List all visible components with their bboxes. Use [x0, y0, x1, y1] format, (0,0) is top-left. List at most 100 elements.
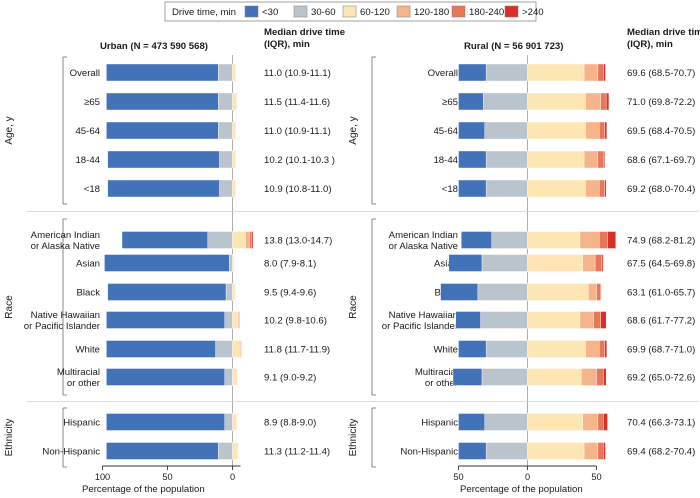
urban-row-asian-bar-30-60 — [229, 254, 233, 272]
rural-row-hispanic-bar-60-120 — [527, 413, 583, 431]
urban-x-tick-label-2: 0 — [230, 472, 235, 482]
rural-row-hispanic-label: Hispanic — [421, 418, 458, 429]
rural-row-black-bar-60-120 — [527, 283, 589, 301]
urban-row-multiracial-or-other-bar-30-60 — [224, 368, 233, 386]
rural-row-18-bar-120-180 — [585, 179, 600, 198]
urban-row-black-bar-30 — [107, 283, 227, 301]
rural-row-non-hispanic-median: 69.4 (68.2-70.4) — [627, 447, 695, 458]
rural-row-45-64-bar-240 — [604, 121, 608, 140]
rural-row-hispanic-bar-180-240 — [597, 413, 604, 431]
rural-row-non-hispanic-bar-30-60 — [485, 442, 528, 460]
urban-row-non-hispanic-label: Non-Hispanic — [42, 447, 100, 458]
rural-group-label-ethnicity: Ethnicity — [348, 419, 359, 457]
rural-row-multiracial-or-other-bar-120-180 — [581, 368, 597, 386]
rural-row-multiracial-or-other-bar-30-60 — [481, 368, 528, 386]
urban-row-overall-median: 11.0 (10.9-11.1) — [264, 68, 331, 79]
rural-row-white-label: White — [433, 345, 458, 356]
rural-group-label-age-y: Age, y — [348, 116, 359, 144]
rural-row-18-44-label: 18-44 — [433, 155, 458, 166]
urban-row-hispanic-label: Hispanic — [63, 418, 100, 429]
urban-group-label-ethnicity: Ethnicity — [4, 419, 15, 457]
legend-title: Drive time, min — [172, 7, 236, 18]
rural-panel: Rural (N = 56 901 723) Median drive time(… — [335, 27, 700, 495]
rural-row-black-bar-30 — [440, 283, 479, 301]
rural-row-multiracial-or-other-bar-30 — [452, 368, 483, 386]
rural-row-american-indian-or-alaska-native-bar-120-180 — [579, 231, 600, 249]
rural-row-asian-bar-30 — [448, 254, 483, 272]
rural-row-non-hispanic-bar-60-120 — [527, 442, 585, 460]
rural-row-overall-bar-30-60 — [485, 63, 528, 82]
rural-row-black-median: 63.1 (61.0-65.7) — [627, 288, 695, 299]
rural-row-asian-bar-180-240 — [594, 254, 603, 272]
rural-row-native-hawaiian-or-pacific-islander-bar-120-180 — [579, 311, 594, 329]
rural-row-overall-bar-180-240 — [597, 63, 604, 82]
legend: Drive time, min <30 30-60 60-120 120-180 180-… — [164, 1, 544, 22]
rural-row-18-44-bar-120-180 — [583, 150, 599, 169]
rural-row-18-44-bar-30-60 — [485, 150, 528, 169]
rural-row-american-indian-or-alaska-native-label: American Indian or Alaska Native — [389, 230, 458, 252]
rural-row-multiracial-or-other-bar-60-120 — [527, 368, 582, 386]
rural-row-18-44-bar-180-240 — [597, 150, 604, 169]
urban-row-18-44-label: 18-44 — [75, 155, 100, 166]
rural-row-18-bar-180-240 — [599, 179, 605, 198]
rural-row-american-indian-or-alaska-native-bar-30 — [461, 231, 492, 249]
rural-row-native-hawaiian-or-pacific-islander-label: Native Hawaiian or Pacific Islander — [382, 310, 459, 332]
urban-row-native-hawaiian-or-pacific-islander-bar-180-240 — [238, 311, 240, 329]
legend-label-180-240: 180-240 — [469, 7, 504, 18]
urban-row-18-bar-30 — [107, 179, 220, 198]
rural-row-45-64-label: 45-64 — [433, 126, 458, 137]
urban-row-native-hawaiian-or-pacific-islander-bar-30-60 — [224, 311, 233, 329]
rural-row-asian-bar-120-180 — [582, 254, 596, 272]
urban-panel: Urban (N = 473 590 568) Median drive time… — [4, 27, 345, 495]
rural-row-18-bar-60-120 — [527, 179, 586, 198]
urban-row-hispanic-bar-30 — [106, 413, 225, 431]
urban-row-65-bar-30 — [106, 92, 219, 111]
rural-row-native-hawaiian-or-pacific-islander-bar-60-120 — [527, 311, 581, 329]
urban-row-18-median: 10.9 (10.8-11.0) — [264, 184, 332, 195]
rural-row-overall-bar-30 — [458, 63, 487, 82]
urban-row-white-bar-30 — [106, 340, 216, 358]
rural-row-65-bar-240 — [605, 92, 610, 111]
legend-label-240: >240 — [522, 7, 544, 18]
rural-row-overall-median: 69.6 (68.5-70.7) — [627, 68, 695, 79]
rural-row-18-median: 69.2 (68.0-70.4) — [627, 184, 695, 195]
rural-row-multiracial-or-other-label: Multiracial or other — [415, 367, 459, 389]
rural-row-native-hawaiian-or-pacific-islander-bar-30 — [455, 311, 481, 329]
urban-row-white-median: 11.8 (11.7-11.9) — [264, 345, 330, 356]
rural-row-white-bar-120-180 — [585, 340, 600, 358]
legend-swatch-120-180 — [396, 5, 411, 18]
urban-row-65-bar-60-120 — [232, 92, 237, 111]
rural-x-tick-label-2: 50 — [591, 472, 601, 482]
urban-row-native-hawaiian-or-pacific-islander-bar-60-120 — [232, 311, 238, 329]
rural-row-45-64-bar-30-60 — [484, 121, 528, 140]
urban-row-asian-bar-30 — [104, 254, 230, 272]
legend-label-60-120: 60-120 — [360, 7, 390, 18]
legend-swatch-240 — [504, 5, 519, 18]
urban-row-multiracial-or-other-median: 9.1 (9.0-9.2) — [264, 373, 316, 384]
urban-x-tick-label-1: 50 — [162, 472, 172, 482]
urban-row-45-64-bar-30 — [106, 121, 219, 140]
urban-row-black-bar-60-120 — [232, 283, 236, 301]
rural-row-native-hawaiian-or-pacific-islander-bar-180-240 — [593, 311, 601, 329]
urban-median-header: Median drive time — [264, 27, 345, 38]
rural-row-black-bar-240 — [600, 283, 602, 301]
rural-row-65-label: ≥65 — [442, 97, 458, 108]
urban-row-white-bar-30-60 — [215, 340, 233, 358]
urban-row-overall-label: Overall — [70, 68, 100, 79]
rural-row-native-hawaiian-or-pacific-islander-bar-240 — [600, 311, 607, 329]
rural-row-white-bar-30 — [458, 340, 487, 358]
urban-row-non-hispanic-bar-30 — [106, 442, 219, 460]
urban-row-american-indian-or-alaska-native-bar-30 — [121, 231, 209, 249]
rural-row-white-median: 69.9 (68.7-71.0) — [627, 345, 695, 356]
rural-row-american-indian-or-alaska-native-bar-60-120 — [527, 231, 581, 249]
urban-group-label-race: Race — [4, 295, 15, 319]
rural-row-overall-bar-120-180 — [583, 63, 599, 82]
rural-row-18-bar-30-60 — [485, 179, 528, 198]
rural-row-american-indian-or-alaska-native-bar-240 — [607, 231, 617, 249]
urban-row-hispanic-bar-60-120 — [232, 413, 237, 431]
urban-row-asian-median: 8.0 (7.9-8.1) — [264, 259, 316, 270]
urban-row-hispanic-median: 8.9 (8.8-9.0) — [264, 418, 316, 429]
rural-row-american-indian-or-alaska-native-bar-30-60 — [491, 231, 528, 249]
rural-row-18-bar-240 — [604, 179, 607, 198]
rural-row-multiracial-or-other-bar-240 — [603, 368, 607, 386]
